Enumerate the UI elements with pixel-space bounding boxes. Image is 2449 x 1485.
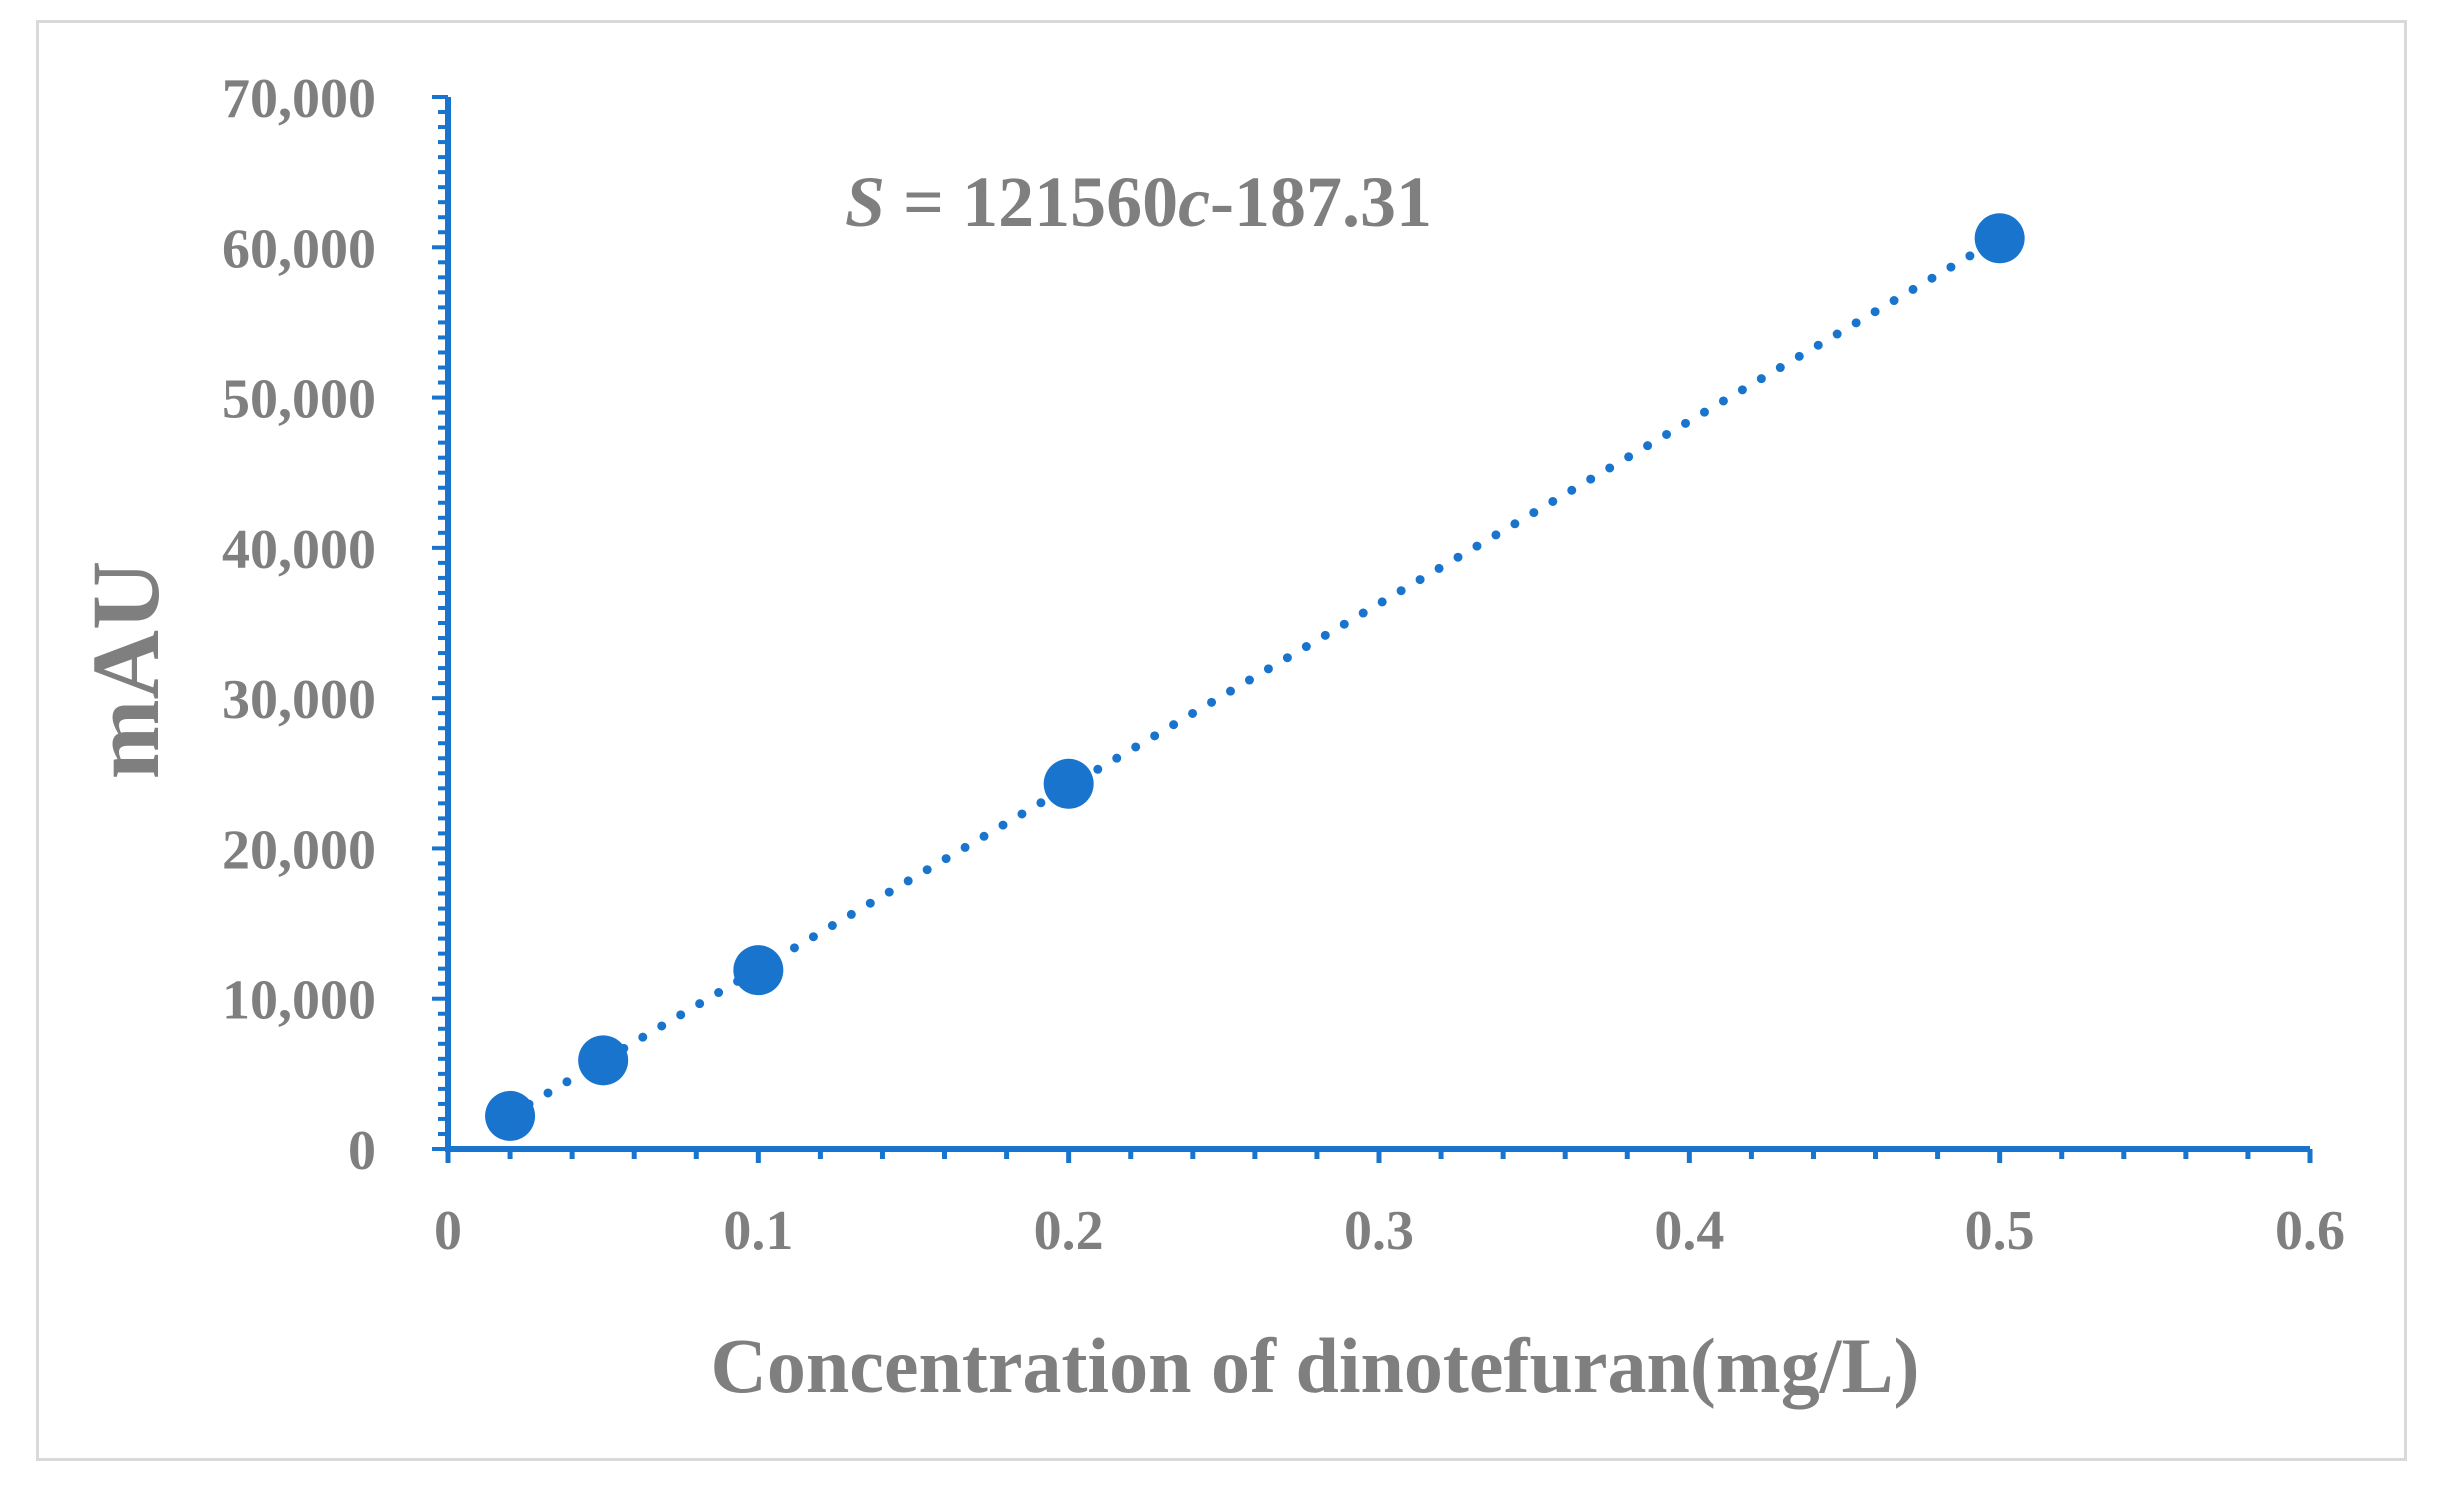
y-tick-label: 60,000: [222, 218, 376, 280]
data-point: [733, 945, 784, 996]
data-points: [485, 213, 2025, 1141]
y-axis-title: mAU: [72, 561, 179, 780]
x-tick-label: 0: [434, 1200, 462, 1262]
x-axis-title: Concentration of dinotefuran(mg/L): [711, 1322, 1920, 1409]
y-tick-label: 20,000: [222, 819, 376, 881]
data-point: [1043, 758, 1094, 809]
x-tick-label: 0.6: [2275, 1200, 2345, 1262]
x-tick-label: 0.5: [1965, 1200, 2035, 1262]
x-tick-label: 0.3: [1344, 1200, 1414, 1262]
equation-middle: = 121560: [885, 162, 1178, 242]
equation-variable: c: [1178, 162, 1210, 242]
y-tick-label: 30,000: [222, 669, 376, 731]
equation-rhs: -187.31: [1210, 162, 1432, 242]
x-tick-label: 0.4: [1654, 1200, 1724, 1262]
tick-marks: [432, 95, 2313, 1163]
regression-equation: S = 121560c-187.31: [845, 162, 1432, 242]
y-tick-label: 40,000: [222, 519, 376, 581]
y-tick-label: 10,000: [222, 970, 376, 1032]
chart-frame: [36, 20, 2407, 1461]
axes: [445, 97, 2310, 1152]
x-tick-labels: 0 0.1 0.2 0.3 0.4 0.5 0.6: [434, 1200, 2345, 1262]
data-point: [1974, 213, 2025, 264]
x-tick-label: 0.2: [1034, 1200, 1104, 1262]
x-tick-label: 0.1: [723, 1200, 793, 1262]
trendline: [505, 233, 2005, 1120]
y-tick-labels: 0 10,000 20,000 30,000 40,000 50,000 60,000 70,…: [222, 68, 376, 1182]
data-point: [485, 1090, 536, 1141]
y-tick-label: 70,000: [222, 68, 376, 130]
y-tick-label: 0: [348, 1120, 376, 1182]
trendline-group: [505, 233, 2005, 1120]
y-tick-label: 50,000: [222, 369, 376, 431]
equation-lhs: S: [845, 162, 885, 242]
data-point: [578, 1035, 629, 1086]
